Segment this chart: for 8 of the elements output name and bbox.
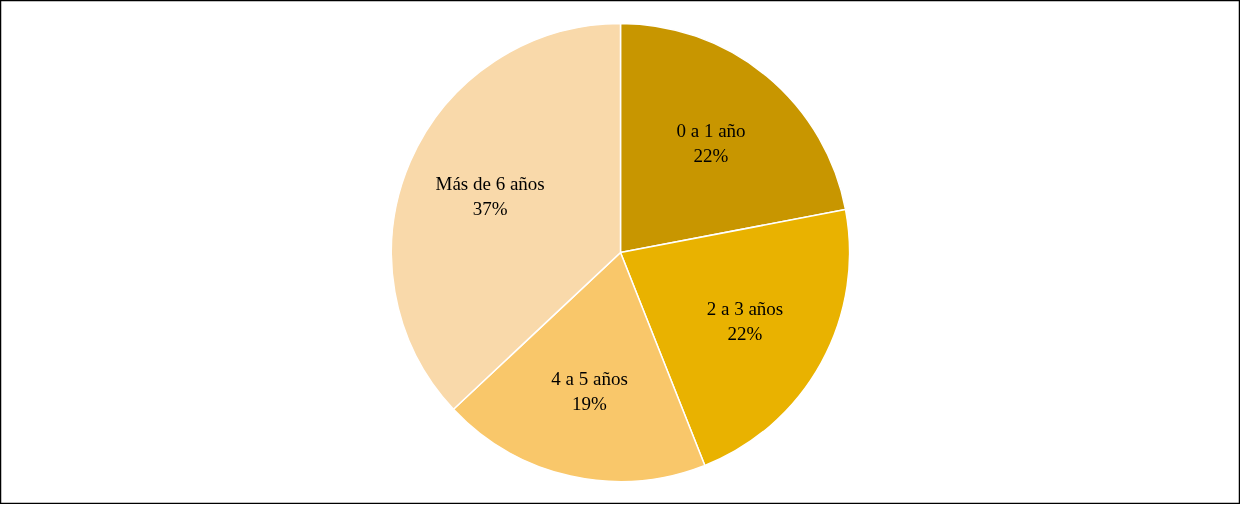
slice-label: 0 a 1 año (676, 119, 746, 141)
data-label: 22% (693, 145, 729, 167)
data-label: 19% (572, 393, 608, 415)
slice-label: 2 a 3 años (706, 297, 784, 319)
slice-label: Más de 6 años (435, 172, 545, 194)
data-label: 37% (472, 198, 508, 220)
slice-label: 4 a 5 años (551, 368, 628, 390)
data-label: 22% (727, 323, 763, 345)
